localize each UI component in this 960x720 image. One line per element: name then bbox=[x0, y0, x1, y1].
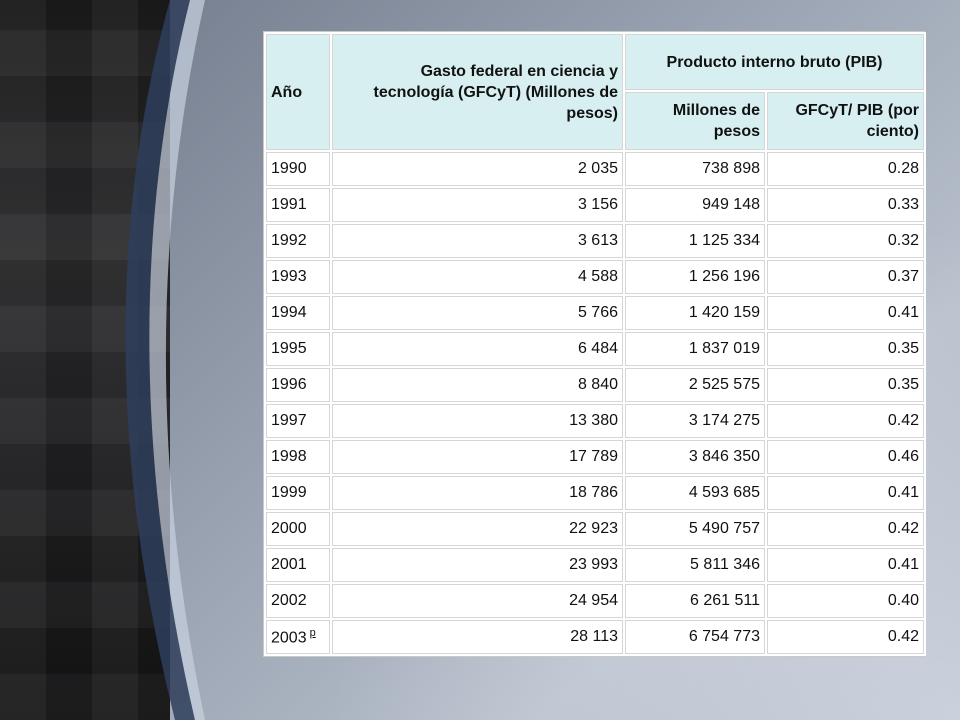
table-row: 1998 17 789 3 846 350 0.46 bbox=[266, 440, 925, 474]
cell-pib-millones: 5 811 346 bbox=[625, 548, 765, 582]
cell-year: 2003 p bbox=[266, 620, 330, 654]
cell-pib-millones: 4 593 685 bbox=[625, 476, 765, 510]
cell-gfcyt-pib: 0.46 bbox=[767, 440, 925, 474]
table-row: 1991 3 156 949 148 0.33 bbox=[266, 188, 925, 222]
cell-gasto: 4 588 bbox=[332, 260, 623, 294]
cell-gasto: 28 113 bbox=[332, 620, 623, 654]
cell-gfcyt-pib: 0.41 bbox=[767, 476, 925, 510]
cell-year: 1995 bbox=[266, 332, 330, 366]
cell-pib-millones: 1 125 334 bbox=[625, 224, 765, 258]
cell-year: 2000 bbox=[266, 512, 330, 546]
cell-pib-millones: 1 256 196 bbox=[625, 260, 765, 294]
table-row: 1999 18 786 4 593 685 0.41 bbox=[266, 476, 925, 510]
cell-year: 1998 bbox=[266, 440, 330, 474]
table-row: 2000 22 923 5 490 757 0.42 bbox=[266, 512, 925, 546]
cell-year: 2002 bbox=[266, 584, 330, 618]
cell-gfcyt-pib: 0.32 bbox=[767, 224, 925, 258]
year-label: 1995 bbox=[271, 340, 307, 357]
cell-gfcyt-pib: 0.33 bbox=[767, 188, 925, 222]
cell-pib-millones: 738 898 bbox=[625, 152, 765, 186]
cell-gfcyt-pib: 0.42 bbox=[767, 620, 925, 654]
cell-gasto: 23 993 bbox=[332, 548, 623, 582]
table-row: 1996 8 840 2 525 575 0.35 bbox=[266, 368, 925, 402]
cell-gasto: 6 484 bbox=[332, 332, 623, 366]
cell-year: 1996 bbox=[266, 368, 330, 402]
cell-year: 1999 bbox=[266, 476, 330, 510]
cell-pib-millones: 3 846 350 bbox=[625, 440, 765, 474]
table-row: 1997 13 380 3 174 275 0.42 bbox=[266, 404, 925, 438]
cell-year: 2001 bbox=[266, 548, 330, 582]
year-label: 1992 bbox=[271, 232, 307, 249]
cell-gasto: 17 789 bbox=[332, 440, 623, 474]
table-row: 1992 3 613 1 125 334 0.32 bbox=[266, 224, 925, 258]
table-row: 1995 6 484 1 837 019 0.35 bbox=[266, 332, 925, 366]
cell-pib-millones: 5 490 757 bbox=[625, 512, 765, 546]
cell-pib-millones: 1 420 159 bbox=[625, 296, 765, 330]
cell-pib-millones: 6 261 511 bbox=[625, 584, 765, 618]
year-label: 1990 bbox=[271, 160, 307, 177]
header-gasto-federal: Gasto federal en ciencia y tecnología (G… bbox=[332, 34, 623, 150]
cell-gfcyt-pib: 0.40 bbox=[767, 584, 925, 618]
cell-year: 1990 bbox=[266, 152, 330, 186]
table-body: 1990 2 035 738 898 0.28 1991 3 156 949 148 0.33… bbox=[266, 152, 925, 654]
gfcyt-pib-table: Año Gasto federal en ciencia y tecnologí… bbox=[264, 32, 927, 656]
year-label: 1993 bbox=[271, 268, 307, 285]
cell-pib-millones: 1 837 019 bbox=[625, 332, 765, 366]
header-pib-group: Producto interno bruto (PIB) bbox=[625, 34, 925, 90]
table-row: 2001 23 993 5 811 346 0.41 bbox=[266, 548, 925, 582]
year-label: 1998 bbox=[271, 448, 307, 465]
cell-year: 1997 bbox=[266, 404, 330, 438]
cell-gfcyt-pib: 0.42 bbox=[767, 404, 925, 438]
cell-gasto: 22 923 bbox=[332, 512, 623, 546]
cell-pib-millones: 3 174 275 bbox=[625, 404, 765, 438]
year-label: 2001 bbox=[271, 556, 307, 573]
cell-gasto: 24 954 bbox=[332, 584, 623, 618]
header-pib-millones: Millones de pesos bbox=[625, 92, 765, 150]
year-label: 2002 bbox=[271, 592, 307, 609]
year-label: 2000 bbox=[271, 520, 307, 537]
table-row: 1990 2 035 738 898 0.28 bbox=[266, 152, 925, 186]
cell-gfcyt-pib: 0.35 bbox=[767, 332, 925, 366]
cell-year: 1993 bbox=[266, 260, 330, 294]
year-label: 2003 bbox=[271, 629, 307, 647]
year-label: 1999 bbox=[271, 484, 307, 501]
cell-gasto: 5 766 bbox=[332, 296, 623, 330]
cell-gasto: 8 840 bbox=[332, 368, 623, 402]
cell-gasto: 13 380 bbox=[332, 404, 623, 438]
cell-gfcyt-pib: 0.28 bbox=[767, 152, 925, 186]
table-row: 1993 4 588 1 256 196 0.37 bbox=[266, 260, 925, 294]
cell-gfcyt-pib: 0.37 bbox=[767, 260, 925, 294]
cell-pib-millones: 949 148 bbox=[625, 188, 765, 222]
cell-pib-millones: 6 754 773 bbox=[625, 620, 765, 654]
header-gfcyt-pib: GFCyT/ PIB (por ciento) bbox=[767, 92, 925, 150]
cell-year: 1994 bbox=[266, 296, 330, 330]
cell-gfcyt-pib: 0.41 bbox=[767, 548, 925, 582]
table-row: 1994 5 766 1 420 159 0.41 bbox=[266, 296, 925, 330]
cell-year: 1992 bbox=[266, 224, 330, 258]
preliminary-note-link[interactable]: p bbox=[309, 626, 316, 639]
table-row: 2003 p 28 113 6 754 773 0.42 bbox=[266, 620, 925, 654]
cell-gfcyt-pib: 0.42 bbox=[767, 512, 925, 546]
data-table-container: Año Gasto federal en ciencia y tecnologí… bbox=[263, 31, 927, 657]
cell-gasto: 2 035 bbox=[332, 152, 623, 186]
cell-gfcyt-pib: 0.41 bbox=[767, 296, 925, 330]
year-label: 1994 bbox=[271, 304, 307, 321]
year-label: 1996 bbox=[271, 376, 307, 393]
cell-year: 1991 bbox=[266, 188, 330, 222]
cell-pib-millones: 2 525 575 bbox=[625, 368, 765, 402]
cell-gasto: 3 613 bbox=[332, 224, 623, 258]
table-row: 2002 24 954 6 261 511 0.40 bbox=[266, 584, 925, 618]
cell-gfcyt-pib: 0.35 bbox=[767, 368, 925, 402]
year-label: 1997 bbox=[271, 412, 307, 429]
cell-gasto: 3 156 bbox=[332, 188, 623, 222]
header-anio: Año bbox=[266, 34, 330, 150]
cell-gasto: 18 786 bbox=[332, 476, 623, 510]
year-label: 1991 bbox=[271, 196, 307, 213]
